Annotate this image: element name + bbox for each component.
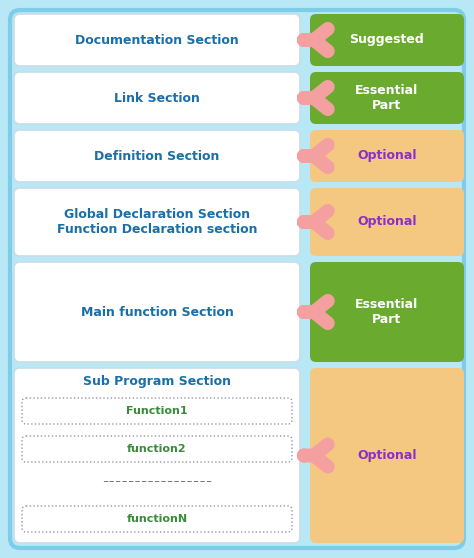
FancyBboxPatch shape	[14, 14, 300, 66]
Text: Suggested: Suggested	[350, 33, 424, 46]
Text: Function1: Function1	[126, 406, 188, 416]
Text: Definition Section: Definition Section	[94, 150, 219, 162]
FancyBboxPatch shape	[310, 368, 464, 543]
FancyBboxPatch shape	[310, 262, 464, 362]
Text: Global Declaration Section
Function Declaration section: Global Declaration Section Function Decl…	[57, 208, 257, 236]
Text: function2: function2	[127, 444, 187, 454]
Text: ─ ─ ─ ─ ─ ─ ─ ─ ─ ─ ─ ─ ─ ─ ─ ─ ─: ─ ─ ─ ─ ─ ─ ─ ─ ─ ─ ─ ─ ─ ─ ─ ─ ─	[103, 479, 211, 485]
Text: Optional: Optional	[357, 150, 417, 162]
FancyBboxPatch shape	[310, 188, 464, 256]
FancyBboxPatch shape	[14, 130, 300, 182]
Text: Essential
Part: Essential Part	[356, 84, 419, 112]
FancyBboxPatch shape	[310, 130, 464, 182]
FancyBboxPatch shape	[10, 10, 464, 548]
Text: functionN: functionN	[127, 514, 188, 524]
FancyBboxPatch shape	[14, 262, 300, 362]
Text: Link Section: Link Section	[114, 92, 200, 104]
FancyBboxPatch shape	[14, 368, 300, 543]
FancyBboxPatch shape	[14, 188, 300, 256]
FancyBboxPatch shape	[14, 72, 300, 124]
Text: Optional: Optional	[357, 215, 417, 228]
Text: Optional: Optional	[357, 449, 417, 462]
Text: Sub Program Section: Sub Program Section	[83, 376, 231, 388]
Text: Documentation Section: Documentation Section	[75, 33, 239, 46]
FancyBboxPatch shape	[310, 72, 464, 124]
Text: Main function Section: Main function Section	[81, 305, 233, 319]
FancyBboxPatch shape	[310, 14, 464, 66]
Text: Essential
Part: Essential Part	[356, 298, 419, 326]
